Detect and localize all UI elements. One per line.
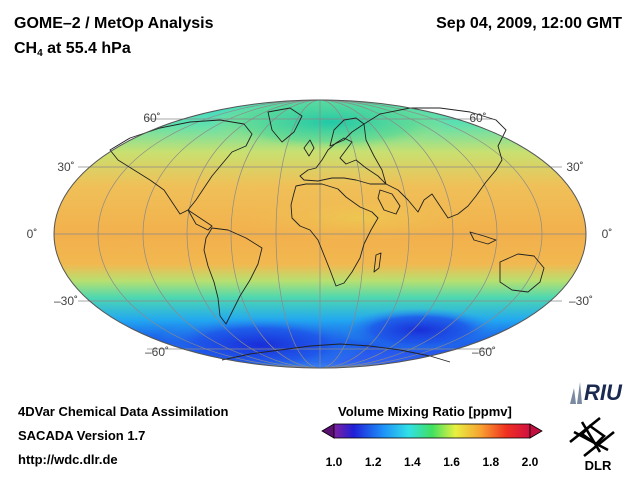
footer-version: SACADA Version 1.7 <box>18 428 146 443</box>
dlr-logo: DLR <box>569 416 615 473</box>
colorbar-min-arrow <box>321 423 335 439</box>
dlr-logo-text: DLR <box>585 458 612 473</box>
coastlines <box>109 107 545 363</box>
colorbar: 1.0 1.2 1.4 1.6 1.8 2.0 <box>321 423 543 469</box>
coast-scandinavia <box>329 117 365 147</box>
footer-url[interactable]: http://wdc.dlr.de <box>18 452 118 467</box>
colorbar-max-arrow <box>529 423 543 439</box>
colorbar-tick-label: 1.0 <box>326 455 343 469</box>
coast-greenland <box>267 107 303 143</box>
footer-method: 4DVar Chemical Data Assimilation <box>18 404 229 419</box>
colorbar-tick-label: 1.6 <box>443 455 460 469</box>
colorbar-scale <box>333 423 531 439</box>
colorbar-title: Volume Mixing Ratio [ppmv] <box>338 404 512 419</box>
species-name: CH <box>14 40 38 57</box>
colorbar-tick-label: 1.2 <box>365 455 382 469</box>
coast-australia <box>499 253 545 293</box>
coast-europe <box>299 137 387 185</box>
coast-antarctica <box>221 343 451 363</box>
coast-madagascar <box>373 252 382 273</box>
southern-low-region-east <box>340 308 500 352</box>
riu-logo-spires <box>570 382 582 404</box>
colorbar-tick-label: 2.0 <box>522 455 539 469</box>
lat-label-30n-right: 30˚ <box>566 160 583 174</box>
dlr-logo-mark <box>569 416 615 458</box>
coast-indonesia <box>469 231 497 245</box>
coast-britain <box>303 139 315 157</box>
species-subscript: 4 <box>37 48 43 59</box>
lat-label-60n-left: 60˚ <box>143 111 160 125</box>
tropical-high-region <box>240 194 480 242</box>
lat-label-60n-right: 60˚ <box>469 111 486 125</box>
lat-label-eq-right: 0˚ <box>602 227 613 241</box>
analysis-datetime: Sep 04, 2009, 12:00 GMT <box>436 15 622 32</box>
coast-central-america <box>187 209 213 231</box>
map-title: GOME–2 / MetOp Analysis <box>14 15 214 32</box>
lat-label-60s-right: –60˚ <box>472 345 496 359</box>
globe-outline <box>53 99 587 369</box>
species-level-label: CH4 at 55.4 hPa <box>14 40 131 59</box>
coast-north-america <box>109 119 253 215</box>
coast-south-america <box>203 227 263 325</box>
pressure-level: at 55.4 hPa <box>42 40 131 57</box>
arctic-low-region <box>210 100 450 150</box>
lat-label-30n-left: 30˚ <box>57 160 74 174</box>
colorbar-ticks: 1.0 1.2 1.4 1.6 1.8 2.0 <box>326 455 539 469</box>
colorbar-tick-label: 1.8 <box>482 455 499 469</box>
riu-logo-text: RIU <box>584 380 623 405</box>
coast-africa <box>290 183 379 287</box>
lat-label-30s-right: –30˚ <box>569 294 593 308</box>
lat-label-30s-left: –30˚ <box>54 294 78 308</box>
coast-arabia <box>377 189 401 215</box>
riu-logo: RIU <box>570 380 623 405</box>
colorbar-tick-label: 1.4 <box>404 455 421 469</box>
lat-label-60s-left: –60˚ <box>145 345 169 359</box>
lat-label-eq-left: 0˚ <box>27 227 38 241</box>
coast-asia <box>363 107 507 219</box>
